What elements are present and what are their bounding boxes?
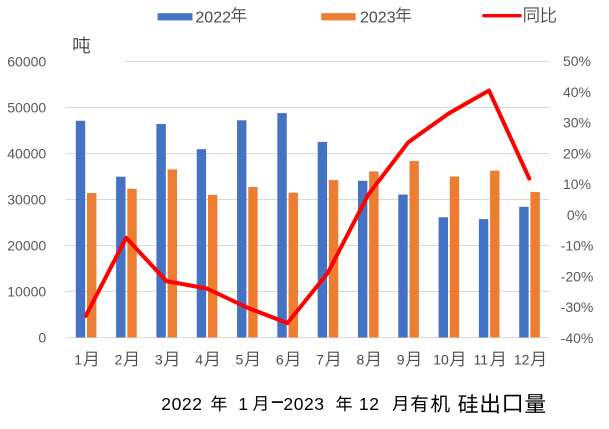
svg-text:0: 0 xyxy=(38,330,46,346)
svg-text:2022: 2022 xyxy=(195,10,231,27)
svg-text:30000: 30000 xyxy=(7,192,46,208)
svg-text:10: 10 xyxy=(433,352,449,368)
svg-text:12: 12 xyxy=(514,352,530,368)
svg-text:8: 8 xyxy=(356,352,364,368)
svg-text:50000: 50000 xyxy=(7,100,46,116)
svg-text:-10%: -10% xyxy=(561,238,594,254)
svg-text:2023: 2023 xyxy=(360,10,396,27)
svg-text:2023: 2023 xyxy=(283,394,324,414)
svg-text:6: 6 xyxy=(276,352,284,368)
svg-text:20%: 20% xyxy=(563,145,591,161)
svg-text:4: 4 xyxy=(195,352,203,368)
svg-text:9: 9 xyxy=(397,352,405,368)
svg-text:10%: 10% xyxy=(563,176,591,192)
svg-text:0%: 0% xyxy=(567,207,587,223)
svg-text:30%: 30% xyxy=(563,115,591,131)
svg-text:-40%: -40% xyxy=(561,330,594,346)
svg-text:-30%: -30% xyxy=(561,299,594,315)
svg-text:40000: 40000 xyxy=(7,146,46,162)
svg-text:2: 2 xyxy=(115,352,123,368)
svg-text:60000: 60000 xyxy=(7,54,46,70)
svg-text:7: 7 xyxy=(316,352,324,368)
svg-text:1: 1 xyxy=(238,394,248,414)
svg-text:40%: 40% xyxy=(563,84,591,100)
svg-text:12: 12 xyxy=(359,394,380,414)
svg-text:-20%: -20% xyxy=(561,268,594,284)
svg-text:10000: 10000 xyxy=(7,284,46,300)
svg-text:20000: 20000 xyxy=(7,238,46,254)
svg-text:2022: 2022 xyxy=(161,394,202,414)
svg-text:5: 5 xyxy=(236,352,244,368)
svg-text:11: 11 xyxy=(474,352,489,368)
svg-text:3: 3 xyxy=(155,352,163,368)
svg-text:1: 1 xyxy=(74,352,82,368)
svg-text:50%: 50% xyxy=(563,53,591,69)
